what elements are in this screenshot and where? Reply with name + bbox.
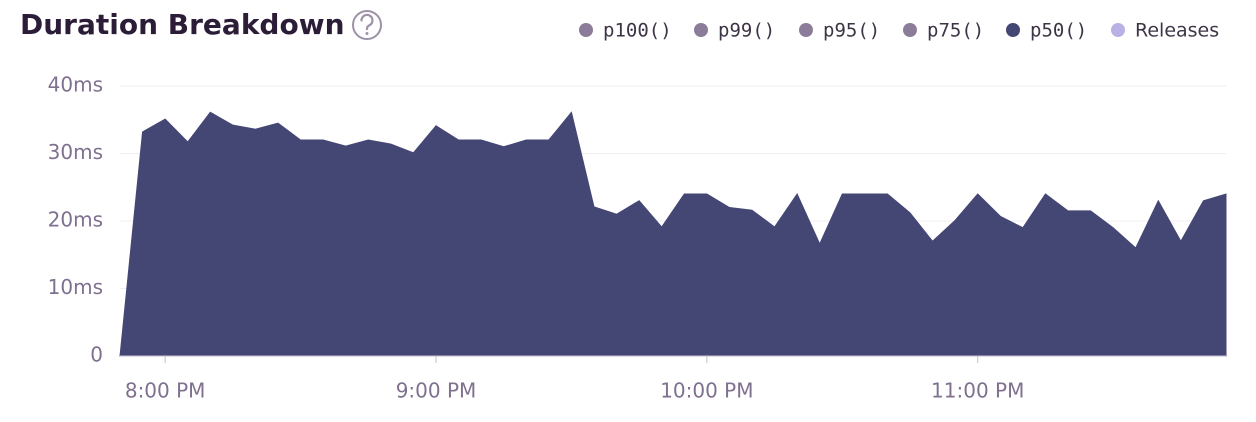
legend-marker <box>694 23 708 37</box>
area <box>119 111 1227 357</box>
legend-label: Releases <box>1135 20 1219 42</box>
legend-item[interactable]: p75() <box>903 20 984 42</box>
legend-item[interactable]: p95() <box>799 20 880 42</box>
legend-marker <box>799 23 813 37</box>
y-tick-label: 40ms <box>48 73 103 97</box>
legend-marker <box>579 23 593 37</box>
y-tick-label: 20ms <box>48 208 103 232</box>
legend-label: p100() <box>603 20 672 42</box>
legend-label: p99() <box>718 20 775 42</box>
legend-item[interactable]: p99() <box>694 20 775 42</box>
legend-item[interactable]: p50() <box>1006 20 1087 42</box>
chart-title: Duration Breakdown <box>20 8 345 41</box>
x-tick-label: 9:00 PM <box>396 379 477 403</box>
y-tick-label: 30ms <box>48 140 103 164</box>
legend-label: p50() <box>1030 20 1087 42</box>
x-tick-label: 10:00 PM <box>660 379 753 403</box>
legend-item[interactable]: Releases <box>1111 20 1219 42</box>
legend-item[interactable]: p100() <box>579 20 672 42</box>
y-tick-label: 10ms <box>48 275 103 299</box>
x-tick-label: 11:00 PM <box>931 379 1024 403</box>
x-tick-label: 8:00 PM <box>125 379 206 403</box>
legend-marker <box>1111 23 1125 37</box>
legend-marker <box>903 23 917 37</box>
y-tick-label: 0 <box>90 343 103 367</box>
legend-label: p95() <box>823 20 880 42</box>
help-icon[interactable] <box>352 10 382 40</box>
legend-label: p75() <box>927 20 984 42</box>
legend-marker <box>1006 23 1020 37</box>
